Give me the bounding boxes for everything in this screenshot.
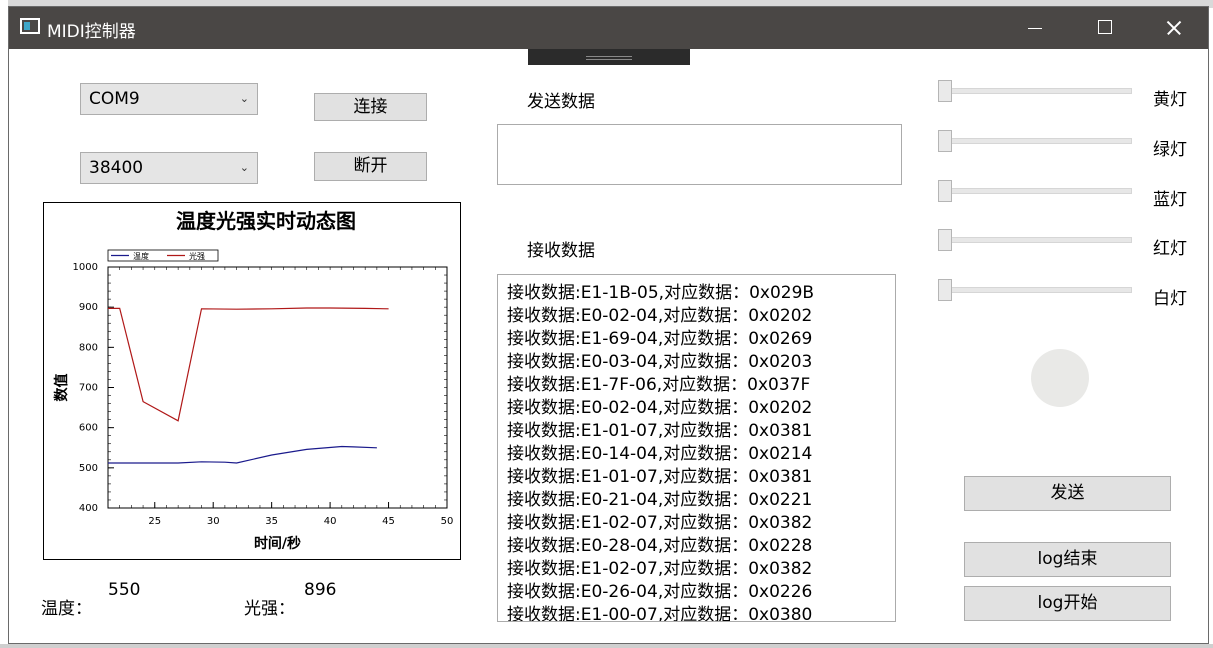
- log-line: 接收数据:E0-02-04,对应数据：0x0202: [507, 398, 813, 418]
- log-line: 接收数据:E1-00-07,对应数据：0x0380: [507, 605, 813, 622]
- series-line: [108, 307, 389, 422]
- light-intensity-label: 光强：: [244, 599, 295, 619]
- x-tick-label: 25: [148, 516, 161, 527]
- log-line: 接收数据:E1-02-07,对应数据：0x0382: [507, 559, 813, 579]
- slider-track[interactable]: [944, 138, 1132, 144]
- light-slider[interactable]: [938, 130, 1132, 152]
- receive-data-label: 接收数据: [527, 241, 595, 261]
- log-line: 接收数据:E1-01-07,对应数据：0x0381: [507, 421, 813, 441]
- light-label: 红灯: [1153, 239, 1187, 259]
- slider-thumb[interactable]: [938, 180, 952, 202]
- light-label: 绿灯: [1153, 140, 1187, 160]
- send-button[interactable]: 发送: [964, 476, 1171, 511]
- port-select[interactable]: COM9 ⌄: [80, 83, 258, 115]
- port-select-value: COM9: [89, 89, 140, 109]
- x-tick-label: 45: [382, 516, 395, 527]
- color-indicator: [1031, 349, 1089, 407]
- y-tick-label: 400: [79, 503, 98, 514]
- log-end-button[interactable]: log结束: [964, 542, 1171, 577]
- series-line: [108, 445, 377, 464]
- legend-label: 光强: [189, 251, 205, 261]
- chart-title: 温度光强实时动态图: [176, 209, 356, 233]
- log-line: 接收数据:E0-26-04,对应数据：0x0226: [507, 582, 813, 602]
- maximize-button[interactable]: [1071, 7, 1139, 49]
- close-button[interactable]: [1139, 7, 1207, 49]
- disconnect-button[interactable]: 断开: [314, 152, 427, 181]
- slider-track[interactable]: [944, 188, 1132, 194]
- maximize-icon: [1098, 20, 1112, 34]
- title-bar[interactable]: MIDI控制器: [9, 7, 1208, 49]
- y-tick-label: 700: [79, 383, 98, 394]
- y-tick-label: 600: [79, 423, 98, 434]
- log-line: 接收数据:E1-02-07,对应数据：0x0382: [507, 513, 813, 533]
- minimize-icon: [1028, 28, 1042, 29]
- light-label: 蓝灯: [1153, 190, 1187, 210]
- window-title: MIDI控制器: [47, 22, 136, 42]
- legend-label: 温度: [133, 251, 149, 261]
- realtime-chart: 温度光强实时动态图 25 30 35 40 45 50 400 500 600 700 800 900 1…: [43, 202, 461, 560]
- x-tick-label: 30: [207, 516, 220, 527]
- light-label: 黄灯: [1153, 90, 1187, 110]
- send-data-label: 发送数据: [527, 92, 595, 112]
- light-slider[interactable]: [938, 80, 1132, 102]
- slider-track[interactable]: [944, 237, 1132, 243]
- send-data-input[interactable]: [497, 124, 902, 185]
- light-slider[interactable]: [938, 180, 1132, 202]
- temperature-label: 温度：: [41, 599, 92, 619]
- midi-controller-window: MIDI控制器 COM9 ⌄ 38400 ⌄ 连接 断开 温度光强实时动态图 25…: [8, 6, 1209, 644]
- log-line: 接收数据:E1-69-04,对应数据：0x0269: [507, 329, 813, 349]
- light-intensity-value: 896: [304, 580, 337, 600]
- app-icon: [20, 18, 40, 34]
- background-desktop-strip: [0, 0, 1213, 8]
- slider-thumb[interactable]: [938, 130, 952, 152]
- y-tick-label: 500: [79, 463, 98, 474]
- y-tick-label: 1000: [73, 262, 98, 273]
- x-axis-label: 时间/秒: [254, 535, 301, 552]
- y-tick-label: 800: [79, 342, 98, 353]
- plot-area: [107, 266, 448, 509]
- log-line: 接收数据:E0-28-04,对应数据：0x0228: [507, 536, 813, 556]
- y-tick-label: 900: [79, 302, 98, 313]
- background-bottom-strip: [0, 644, 1213, 648]
- log-line: 接收数据:E0-14-04,对应数据：0x0214: [507, 444, 813, 464]
- baud-select-value: 38400: [89, 158, 144, 178]
- slider-track[interactable]: [944, 88, 1132, 94]
- temperature-value: 550: [108, 580, 141, 600]
- chart-canvas: 温度光强实时动态图 25 30 35 40 45 50 400 500 600 700 800 900 1…: [53, 209, 454, 552]
- log-line: 接收数据:E0-21-04,对应数据：0x0221: [507, 490, 813, 510]
- connect-button[interactable]: 连接: [314, 93, 427, 121]
- receive-data-log[interactable]: 接收数据:E1-1B-05,对应数据：0x029B 接收数据:E0-02-04,对…: [497, 274, 896, 622]
- light-label: 白灯: [1153, 289, 1187, 309]
- log-start-button[interactable]: log开始: [964, 586, 1171, 621]
- legend-box: [107, 249, 219, 262]
- background-left-strip: [0, 0, 8, 648]
- baud-select[interactable]: 38400 ⌄: [80, 152, 258, 184]
- slider-thumb[interactable]: [938, 229, 952, 251]
- light-slider[interactable]: [938, 229, 1132, 251]
- light-slider[interactable]: [938, 279, 1132, 301]
- chevron-down-icon: ⌄: [239, 161, 249, 174]
- log-line: 接收数据:E1-7F-06,对应数据：0x037F: [507, 375, 811, 395]
- slider-thumb[interactable]: [938, 279, 952, 301]
- chevron-down-icon: ⌄: [239, 92, 249, 105]
- x-tick-label: 50: [441, 516, 454, 527]
- log-line: 接收数据:E0-02-04,对应数据：0x0202: [507, 306, 813, 326]
- minimize-button[interactable]: [1001, 7, 1069, 49]
- x-tick-label: 35: [265, 516, 278, 527]
- x-tick-label: 40: [324, 516, 337, 527]
- slider-track[interactable]: [944, 287, 1132, 293]
- slider-thumb[interactable]: [938, 80, 952, 102]
- log-line: 接收数据:E1-01-07,对应数据：0x0381: [507, 467, 813, 487]
- log-line: 接收数据:E1-1B-05,对应数据：0x029B: [507, 283, 815, 303]
- drag-handle[interactable]: [528, 49, 690, 65]
- log-line: 接收数据:E0-03-04,对应数据：0x0203: [507, 352, 813, 372]
- y-axis-label: 数值: [53, 374, 70, 402]
